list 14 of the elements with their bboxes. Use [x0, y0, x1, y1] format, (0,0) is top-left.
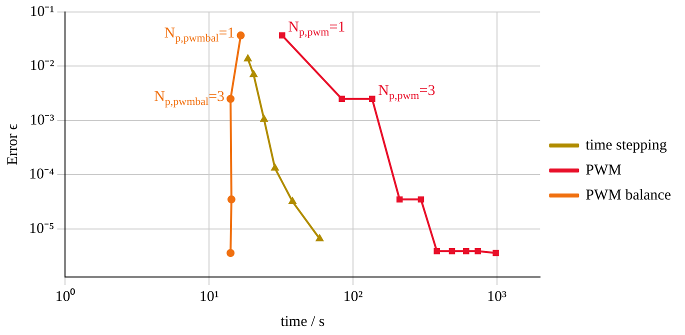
x-tick-label: 10³	[487, 288, 508, 305]
legend-label: PWM	[586, 162, 622, 178]
y-axis-title: Error ϵ	[4, 124, 21, 166]
x-tick-label: 10⁰	[55, 288, 76, 305]
x-axis-title: time / s	[280, 314, 325, 330]
legend-label: time stepping	[586, 137, 668, 154]
x-tick-label: 10²	[343, 288, 364, 305]
y-tick-label: 10⁻²	[30, 58, 55, 74]
y-tick-label: 10⁻³	[30, 112, 55, 128]
y-tick-label: 10⁻¹	[30, 4, 54, 20]
y-tick-label: 10⁻⁵	[28, 220, 54, 237]
x-tick-label: 10¹	[199, 288, 219, 305]
legend-label: PWM balance	[586, 187, 672, 204]
y-tick-label: 10⁻⁴	[28, 166, 54, 183]
